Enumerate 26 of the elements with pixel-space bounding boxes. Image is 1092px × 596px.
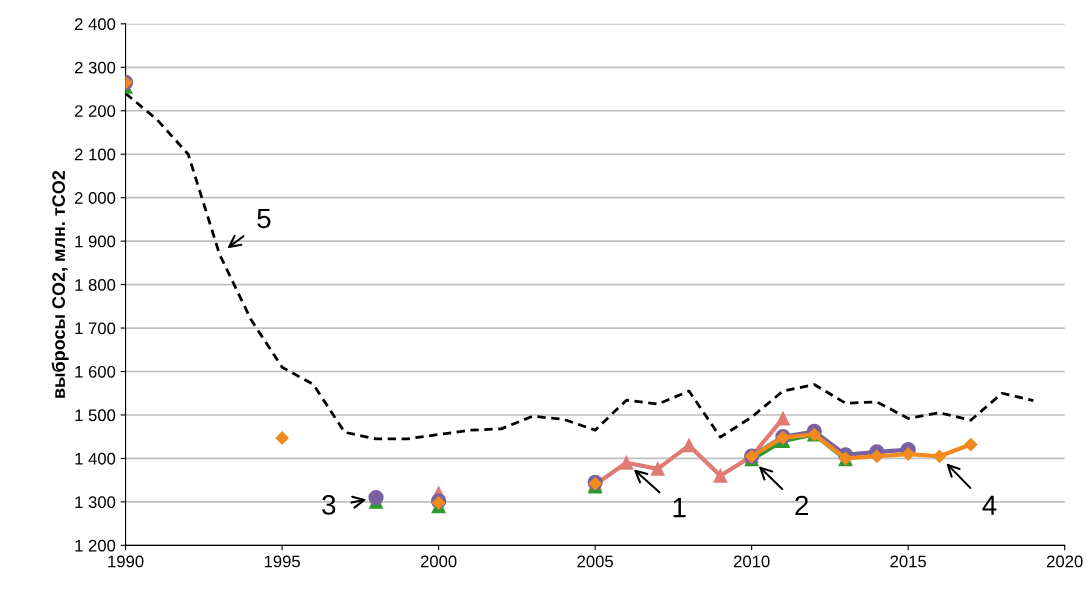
x-tick-label: 2015 (890, 555, 927, 568)
x-tick-label: 1990 (108, 555, 144, 568)
y-tick-label: 1 800 (75, 278, 116, 291)
y-tick-label: 2 400 (74, 18, 116, 31)
y-tick-label: 1 500 (75, 409, 116, 422)
x-tick-label: 2000 (420, 555, 457, 568)
y-tick-label: 1 200 (75, 539, 116, 552)
y-tick-label: 1 700 (75, 322, 116, 335)
y-tick-label: 2 200 (74, 105, 116, 117)
y-tick-label: 2 100 (74, 148, 116, 161)
annotation: 2 (795, 495, 808, 516)
y-axis-title: выбросы CO2, млн. тCO2 (51, 170, 69, 398)
y-tick-label: 2 000 (74, 192, 116, 204)
y-tick-label: 2 300 (74, 61, 116, 74)
y-tick-label: 1 600 (75, 365, 116, 378)
annotation: 3 (322, 495, 336, 515)
annotation: 4 (982, 495, 997, 515)
y-tick-label: 1 400 (75, 452, 116, 465)
annotation: 1 (673, 498, 686, 518)
x-tick-label: 2020 (1047, 555, 1083, 568)
annotation: 5 (257, 208, 271, 229)
y-tick-label: 1 300 (75, 496, 116, 509)
x-tick-label: 2005 (577, 555, 613, 568)
x-tick-label: 2010 (733, 555, 770, 568)
y-tick-label: 1 900 (75, 235, 116, 248)
x-tick-label: 1995 (264, 555, 300, 568)
